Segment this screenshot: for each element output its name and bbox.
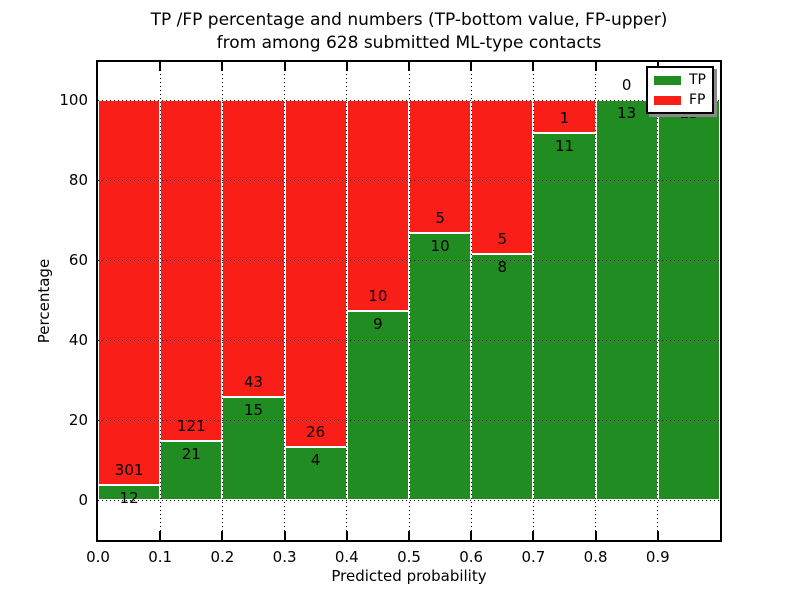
fp-count-label: 1 bbox=[559, 109, 570, 128]
bar-segment-fp bbox=[533, 100, 596, 134]
chart-title: TP /FP percentage and numbers (TP-bottom… bbox=[98, 9, 720, 55]
chart-title-line2: from among 628 submitted ML-type contact… bbox=[216, 33, 602, 53]
x-tick-label: 0.1 bbox=[148, 548, 173, 566]
y-axis-label: Percentage bbox=[35, 258, 53, 344]
plot-area: 3011212121431526410951058111013013 bbox=[96, 60, 722, 542]
x-tick-mark bbox=[594, 62, 597, 71]
bar-segment-tp bbox=[471, 253, 534, 500]
x-tick-mark bbox=[408, 62, 410, 71]
x-tick-mark bbox=[159, 531, 162, 540]
x-tick-mark bbox=[283, 531, 286, 540]
bar-segment-fp bbox=[222, 100, 285, 397]
tp-count-label: 10 bbox=[430, 237, 450, 256]
v-gridline bbox=[159, 62, 161, 540]
x-tick-label: 0.6 bbox=[459, 548, 484, 566]
y-tick-label: 100 bbox=[59, 91, 88, 109]
bar-segment-fp bbox=[284, 100, 347, 447]
bar-segment-tp bbox=[160, 440, 223, 500]
x-tick-mark bbox=[656, 531, 659, 540]
fp-count-label: 301 bbox=[114, 460, 144, 479]
bar-segment-fp bbox=[160, 100, 223, 441]
y-tick-label: 20 bbox=[68, 411, 88, 429]
chart-title-line1: TP /FP percentage and numbers (TP-bottom… bbox=[150, 10, 668, 30]
bar-segment-tp bbox=[595, 100, 658, 500]
y-tick-label: 60 bbox=[68, 251, 88, 269]
x-tick-label: 0.0 bbox=[86, 548, 110, 566]
x-tick-label: 0.9 bbox=[645, 548, 670, 566]
bar-segment-fp bbox=[98, 100, 161, 485]
y-tick-label: 0 bbox=[78, 491, 88, 509]
fp-count-label: 5 bbox=[435, 209, 445, 228]
fp-count-label: 121 bbox=[176, 416, 206, 435]
tp-count-label: 15 bbox=[243, 400, 264, 419]
legend-swatch-tp-icon bbox=[654, 75, 681, 85]
bar-segment-tp bbox=[346, 310, 409, 500]
bar-segment-tp bbox=[409, 233, 472, 500]
v-gridline bbox=[221, 62, 223, 540]
tp-count-label: 9 bbox=[373, 314, 383, 333]
legend-swatch-fp-icon bbox=[654, 95, 681, 105]
bar-segment-fp bbox=[346, 100, 409, 311]
y-tick-label: 40 bbox=[68, 331, 88, 349]
v-gridline bbox=[532, 62, 534, 540]
tp-count-label: 8 bbox=[497, 257, 508, 276]
legend: TP FP bbox=[646, 66, 714, 114]
tp-count-label: 12 bbox=[119, 488, 139, 507]
x-tick-mark bbox=[345, 531, 348, 540]
x-tick-label: 0.3 bbox=[272, 548, 297, 566]
tp-count-label: 11 bbox=[554, 137, 575, 156]
v-gridline bbox=[284, 62, 286, 540]
bar-segment-tp bbox=[533, 133, 596, 500]
x-tick-mark bbox=[345, 62, 348, 71]
legend-entry-fp: FP bbox=[654, 93, 706, 107]
x-tick-mark bbox=[408, 531, 410, 540]
x-tick-label: 0.8 bbox=[583, 548, 608, 566]
x-tick-mark bbox=[221, 531, 224, 540]
x-tick-mark bbox=[470, 531, 473, 540]
x-tick-mark bbox=[221, 62, 224, 71]
x-tick-mark bbox=[283, 62, 286, 71]
y-tick-label: 80 bbox=[68, 171, 88, 189]
tp-count-label: 13 bbox=[617, 104, 637, 122]
tp-count-label: 21 bbox=[181, 444, 201, 463]
v-gridline bbox=[470, 62, 472, 540]
bar-segment-fp bbox=[409, 100, 472, 234]
bar-segment-fp bbox=[471, 100, 534, 254]
v-gridline bbox=[595, 62, 597, 540]
fp-count-label: 5 bbox=[497, 229, 508, 248]
fp-count-label: 43 bbox=[243, 372, 264, 391]
x-tick-label: 0.2 bbox=[210, 548, 235, 566]
x-tick-mark bbox=[470, 62, 473, 71]
x-tick-label: 0.7 bbox=[521, 548, 546, 566]
legend-entry-tp: TP bbox=[654, 73, 706, 87]
x-tick-mark bbox=[594, 531, 597, 540]
x-axis-label: Predicted probability bbox=[331, 567, 487, 585]
bar-segment-tp bbox=[284, 446, 347, 500]
legend-label-fp: FP bbox=[689, 92, 706, 108]
tp-count-label: 4 bbox=[310, 450, 321, 469]
bar-segment-tp bbox=[98, 484, 161, 500]
v-gridline bbox=[657, 62, 659, 540]
v-gridline bbox=[408, 62, 410, 540]
x-tick-label: 0.4 bbox=[334, 548, 359, 566]
fp-count-label: 26 bbox=[306, 422, 326, 441]
legend-label-tp: TP bbox=[689, 72, 706, 88]
x-tick-mark bbox=[532, 62, 535, 71]
fp-count-label: 10 bbox=[368, 286, 388, 305]
fp-count-label: 0 bbox=[621, 76, 632, 94]
bar-segment-tp bbox=[657, 100, 720, 500]
x-tick-mark bbox=[159, 62, 162, 71]
x-tick-label: 0.5 bbox=[397, 548, 421, 566]
bar-segment-tp bbox=[222, 396, 285, 500]
v-gridline bbox=[346, 62, 348, 540]
x-tick-mark bbox=[532, 531, 535, 540]
